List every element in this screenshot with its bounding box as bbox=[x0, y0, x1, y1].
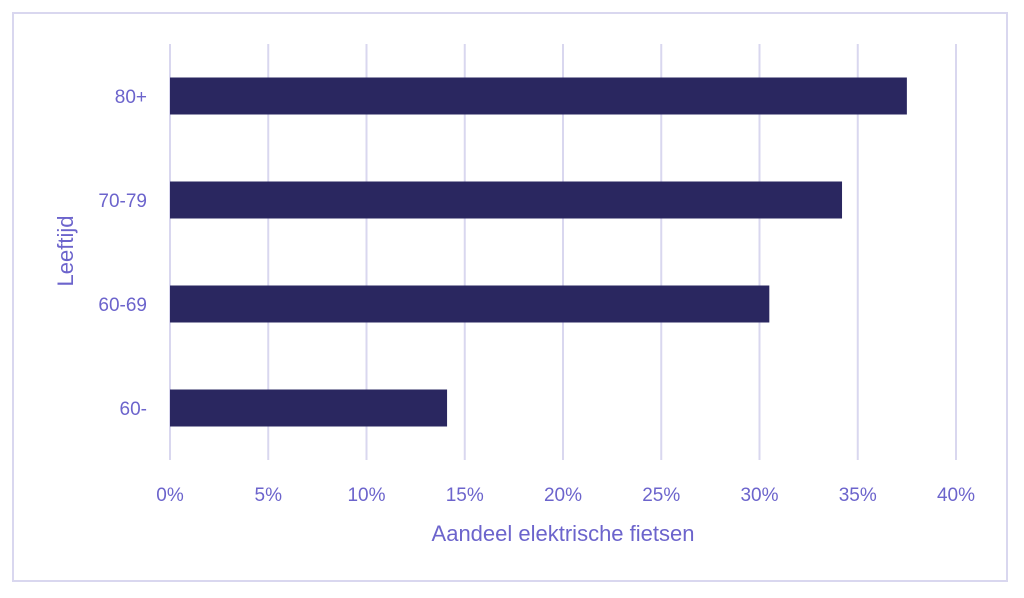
x-axis-title: Aandeel elektrische fietsen bbox=[432, 521, 695, 546]
bar bbox=[170, 285, 770, 323]
x-tick-label: 10% bbox=[347, 485, 385, 506]
x-tick-labels: 0% 5% 10% 15% 20% 25% 30% 35% 40% bbox=[156, 485, 975, 506]
x-tick-label: 5% bbox=[255, 485, 283, 506]
y-tick-labels: 60- 60-69 70-79 80+ bbox=[98, 87, 147, 420]
x-tick-label: 30% bbox=[740, 485, 778, 506]
bar-series bbox=[170, 77, 907, 427]
y-tick-label: 60-69 bbox=[98, 295, 147, 316]
y-tick-label: 80+ bbox=[115, 87, 147, 108]
x-tick-label: 20% bbox=[544, 485, 582, 506]
x-tick-label: 0% bbox=[156, 485, 184, 506]
bar bbox=[170, 389, 448, 427]
x-tick-label: 35% bbox=[839, 485, 877, 506]
y-axis-title: Leeftijd bbox=[53, 216, 78, 287]
y-tick-label: 70-79 bbox=[98, 191, 147, 212]
x-tick-label: 25% bbox=[642, 485, 680, 506]
x-tick-label: 15% bbox=[446, 485, 484, 506]
x-tick-label: 40% bbox=[937, 485, 975, 506]
y-tick-label: 60- bbox=[120, 399, 147, 420]
bar bbox=[170, 181, 843, 219]
bar bbox=[170, 77, 907, 115]
